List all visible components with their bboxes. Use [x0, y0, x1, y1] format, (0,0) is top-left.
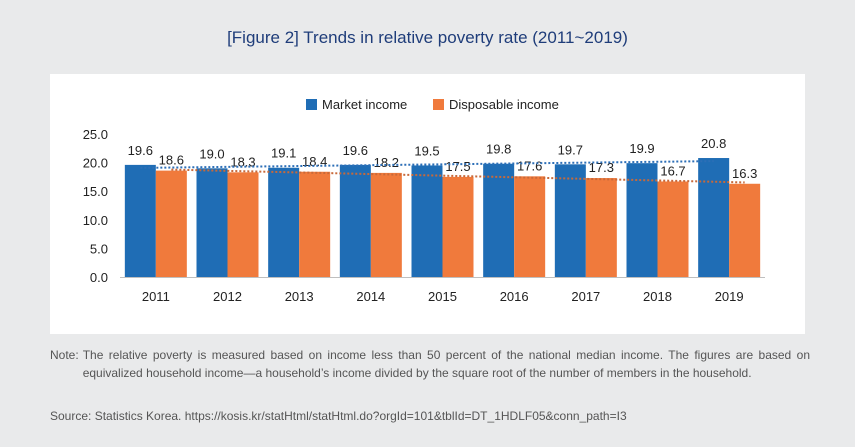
y-tick-label: 0.0 [90, 270, 108, 285]
y-tick-label: 15.0 [83, 184, 108, 199]
bar-disposable-income [227, 172, 259, 277]
bar-market-income [626, 163, 658, 277]
note: Note: The relative poverty is measured b… [50, 346, 810, 382]
bar-disposable-income [514, 176, 546, 277]
data-label-market-income: 20.8 [701, 136, 726, 151]
x-tick-label: 2012 [213, 289, 242, 304]
data-label-disposable-income: 18.2 [374, 155, 399, 170]
data-label-disposable-income: 16.3 [732, 166, 757, 181]
bar-market-income [339, 164, 371, 277]
data-label-disposable-income: 17.6 [517, 158, 542, 173]
data-label-disposable-income: 16.7 [660, 163, 685, 178]
data-label-market-income: 19.5 [414, 143, 439, 158]
legend-swatch-disposable-income [433, 99, 444, 110]
chart-panel: 0.0 5.0 10.0 15.0 20.0 25.0 19.6 18.6 2011 19.0 18… [50, 74, 805, 334]
trendline-disposable-income [171, 168, 745, 184]
data-label-disposable-income: 18.3 [230, 154, 255, 169]
data-label-disposable-income: 17.3 [589, 160, 614, 175]
bar-disposable-income [729, 183, 761, 277]
bar-chart: 0.0 5.0 10.0 15.0 20.0 25.0 19.6 18.6 2011 19.0 18… [83, 97, 765, 304]
data-label-disposable-income: 17.5 [445, 159, 470, 174]
bar-market-income [411, 165, 443, 277]
x-tick-label: 2014 [356, 289, 385, 304]
x-tick-label: 2013 [285, 289, 314, 304]
x-tick-label: 2017 [571, 289, 600, 304]
data-label-market-income: 19.6 [128, 143, 153, 158]
y-tick-label: 10.0 [83, 213, 108, 228]
note-text: The relative poverty is measured based o… [82, 348, 810, 380]
bar-market-income [196, 168, 228, 277]
bar-market-income [698, 158, 730, 277]
x-tick-label: 2019 [715, 289, 744, 304]
bar-disposable-income [657, 181, 689, 277]
bar-market-income [554, 164, 586, 277]
data-label-market-income: 19.1 [271, 146, 296, 161]
bar-market-income [124, 164, 156, 277]
legend-label-market-income: Market income [322, 97, 407, 112]
bar-disposable-income [370, 172, 402, 277]
x-tick-label: 2016 [500, 289, 529, 304]
data-label-market-income: 19.6 [343, 143, 368, 158]
data-label-market-income: 19.0 [199, 146, 224, 161]
note-label: Note: [50, 348, 79, 362]
x-tick-label: 2011 [142, 289, 170, 304]
data-label-market-income: 19.7 [558, 142, 583, 157]
x-tick-label: 2018 [643, 289, 672, 304]
bar-market-income [483, 163, 515, 277]
legend-swatch-market-income [306, 99, 317, 110]
data-label-disposable-income: 18.6 [159, 153, 184, 168]
source-text: Source: Statistics Korea. https://kosis.… [50, 409, 627, 423]
bar-disposable-income [585, 178, 617, 277]
y-tick-label: 5.0 [90, 241, 108, 256]
trendline-market-income [140, 160, 714, 169]
bar-disposable-income [299, 171, 331, 277]
bar-market-income [268, 167, 300, 277]
data-label-market-income: 19.9 [629, 141, 654, 156]
legend-label-disposable-income: Disposable income [449, 97, 559, 112]
figure-title: [Figure 2] Trends in relative poverty ra… [227, 28, 628, 47]
bar-disposable-income [155, 170, 187, 277]
bar-disposable-income [442, 176, 474, 277]
x-tick-label: 2015 [428, 289, 457, 304]
y-tick-label: 25.0 [83, 127, 108, 142]
y-tick-label: 20.0 [83, 156, 108, 171]
data-label-market-income: 19.8 [486, 142, 511, 157]
